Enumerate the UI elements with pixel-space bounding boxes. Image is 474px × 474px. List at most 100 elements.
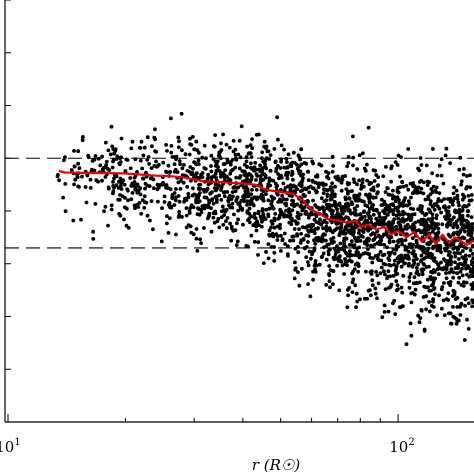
data-point: [180, 215, 184, 219]
data-point: [389, 179, 393, 184]
data-point: [178, 162, 183, 167]
data-point: [272, 147, 277, 151]
data-point: [313, 237, 318, 242]
data-point: [417, 280, 422, 285]
data-point: [399, 155, 403, 160]
data-point: [307, 190, 312, 195]
data-point: [321, 191, 326, 196]
data-point: [239, 124, 244, 129]
data-point: [292, 227, 297, 231]
data-point: [172, 203, 177, 207]
data-point: [243, 189, 248, 194]
data-point: [184, 225, 189, 230]
data-point: [456, 200, 461, 205]
data-point: [319, 255, 324, 259]
data-point: [267, 228, 272, 233]
data-point: [398, 203, 403, 208]
data-point: [266, 212, 271, 217]
data-point: [316, 236, 321, 240]
data-point: [383, 287, 388, 292]
data-point: [245, 203, 249, 207]
data-point: [219, 209, 224, 214]
data-point: [306, 263, 311, 268]
data-point: [378, 271, 383, 276]
data-point: [164, 143, 169, 147]
data-point: [210, 198, 214, 203]
data-point: [357, 153, 362, 158]
data-point: [133, 206, 137, 211]
data-point: [164, 170, 169, 175]
data-point: [196, 200, 201, 205]
data-point: [456, 266, 460, 271]
data-point: [465, 174, 469, 178]
data-point: [451, 225, 456, 230]
data-point: [430, 229, 435, 234]
data-point: [241, 222, 245, 227]
data-point: [367, 197, 372, 201]
data-point: [267, 179, 272, 183]
data-point: [143, 200, 147, 205]
data-point: [466, 229, 471, 234]
data-point: [458, 313, 463, 317]
data-point: [358, 297, 362, 302]
data-point: [318, 217, 322, 222]
data-point: [333, 192, 337, 197]
data-point: [330, 154, 335, 159]
data-point: [197, 183, 202, 187]
data-point: [389, 164, 394, 169]
data-point: [152, 186, 156, 191]
data-point: [366, 125, 371, 130]
data-point: [275, 238, 280, 242]
data-point: [468, 248, 473, 253]
data-point: [331, 164, 335, 168]
data-point: [442, 197, 447, 201]
data-point: [470, 243, 474, 248]
data-point: [422, 227, 427, 232]
data-point: [294, 202, 299, 207]
data-point: [204, 189, 208, 194]
data-point: [222, 194, 227, 199]
data-point: [461, 255, 465, 260]
data-point: [286, 152, 291, 157]
data-point: [411, 184, 416, 189]
data-point: [399, 285, 404, 290]
data-point: [92, 168, 97, 173]
data-point: [333, 184, 337, 189]
data-point: [230, 190, 235, 195]
data-point: [150, 144, 154, 149]
data-point: [207, 213, 212, 218]
data-point: [386, 186, 390, 191]
data-point: [295, 215, 300, 219]
data-point: [466, 213, 470, 218]
data-point: [320, 181, 324, 186]
data-point: [200, 171, 205, 175]
data-point: [466, 194, 471, 198]
data-point: [332, 240, 336, 244]
data-point: [432, 287, 436, 292]
data-point: [325, 192, 330, 197]
data-point: [436, 226, 441, 231]
data-point: [188, 206, 193, 210]
data-point: [103, 204, 108, 209]
data-point: [139, 211, 144, 216]
data-point: [189, 230, 194, 235]
data-point: [349, 227, 354, 232]
data-point: [176, 135, 181, 140]
data-point: [400, 242, 404, 247]
data-point: [259, 156, 264, 161]
data-point: [353, 253, 357, 257]
data-point: [217, 225, 222, 230]
data-point: [407, 275, 412, 280]
data-point: [416, 207, 420, 212]
data-point: [356, 198, 360, 203]
data-point: [111, 189, 116, 194]
data-point: [188, 224, 193, 229]
data-point: [323, 182, 328, 187]
data-point: [151, 227, 155, 232]
data-point: [234, 175, 239, 180]
data-point: [275, 115, 279, 120]
data-point: [383, 215, 388, 220]
data-point: [357, 228, 362, 233]
data-point: [317, 162, 322, 167]
data-point: [278, 207, 282, 212]
